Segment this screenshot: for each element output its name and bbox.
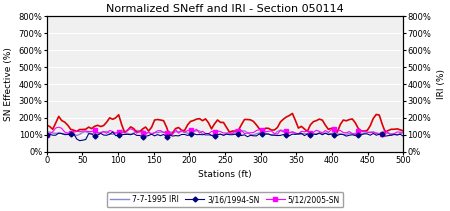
3/16/1994-SN: [400, 135, 406, 137]
7-7-1995 IRI: [44, 131, 50, 134]
7-7-1995 IRI: [122, 132, 127, 134]
5/12/2005-SN: [395, 131, 400, 133]
5/12/2005-SN: [245, 132, 250, 134]
Legend: 7-7-1995 IRI, 3/16/1994-SN, 5/12/2005-SN: 7-7-1995 IRI, 3/16/1994-SN, 5/12/2005-SN: [107, 192, 343, 207]
3/16/1994-SN: [395, 134, 400, 136]
Line: 3/16/1994-SN: 3/16/1994-SN: [45, 130, 405, 142]
3/16/1994-SN: [248, 134, 253, 137]
X-axis label: Stations (ft): Stations (ft): [198, 170, 252, 179]
3/16/1994-SN: [125, 133, 130, 136]
5/12/2005-SN: [400, 131, 406, 133]
3/16/1994-SN: [332, 133, 337, 136]
Y-axis label: IRI (%): IRI (%): [437, 69, 446, 99]
3/16/1994-SN: [146, 134, 151, 137]
5/12/2005-SN: [292, 132, 298, 134]
Title: Normalized SNeff and IRI - Section 050114: Normalized SNeff and IRI - Section 05011…: [106, 4, 344, 14]
5/12/2005-SN: [143, 133, 148, 136]
7-7-1995 IRI: [245, 131, 250, 134]
5/12/2005-SN: [56, 126, 62, 128]
7-7-1995 IRI: [332, 131, 337, 134]
3/16/1994-SN: [77, 139, 82, 142]
5/12/2005-SN: [388, 134, 394, 137]
3/16/1994-SN: [44, 134, 50, 136]
3/16/1994-SN: [110, 131, 115, 133]
7-7-1995 IRI: [278, 129, 283, 131]
Line: 5/12/2005-SN: 5/12/2005-SN: [45, 125, 405, 138]
5/12/2005-SN: [328, 128, 334, 131]
5/12/2005-SN: [122, 131, 127, 134]
7-7-1995 IRI: [74, 134, 79, 137]
7-7-1995 IRI: [400, 131, 406, 134]
Y-axis label: SN Effective (%): SN Effective (%): [4, 47, 13, 121]
7-7-1995 IRI: [296, 133, 301, 136]
7-7-1995 IRI: [395, 134, 400, 136]
5/12/2005-SN: [44, 134, 50, 137]
3/16/1994-SN: [296, 133, 301, 135]
Line: 7-7-1995 IRI: 7-7-1995 IRI: [47, 130, 403, 135]
7-7-1995 IRI: [143, 132, 148, 134]
